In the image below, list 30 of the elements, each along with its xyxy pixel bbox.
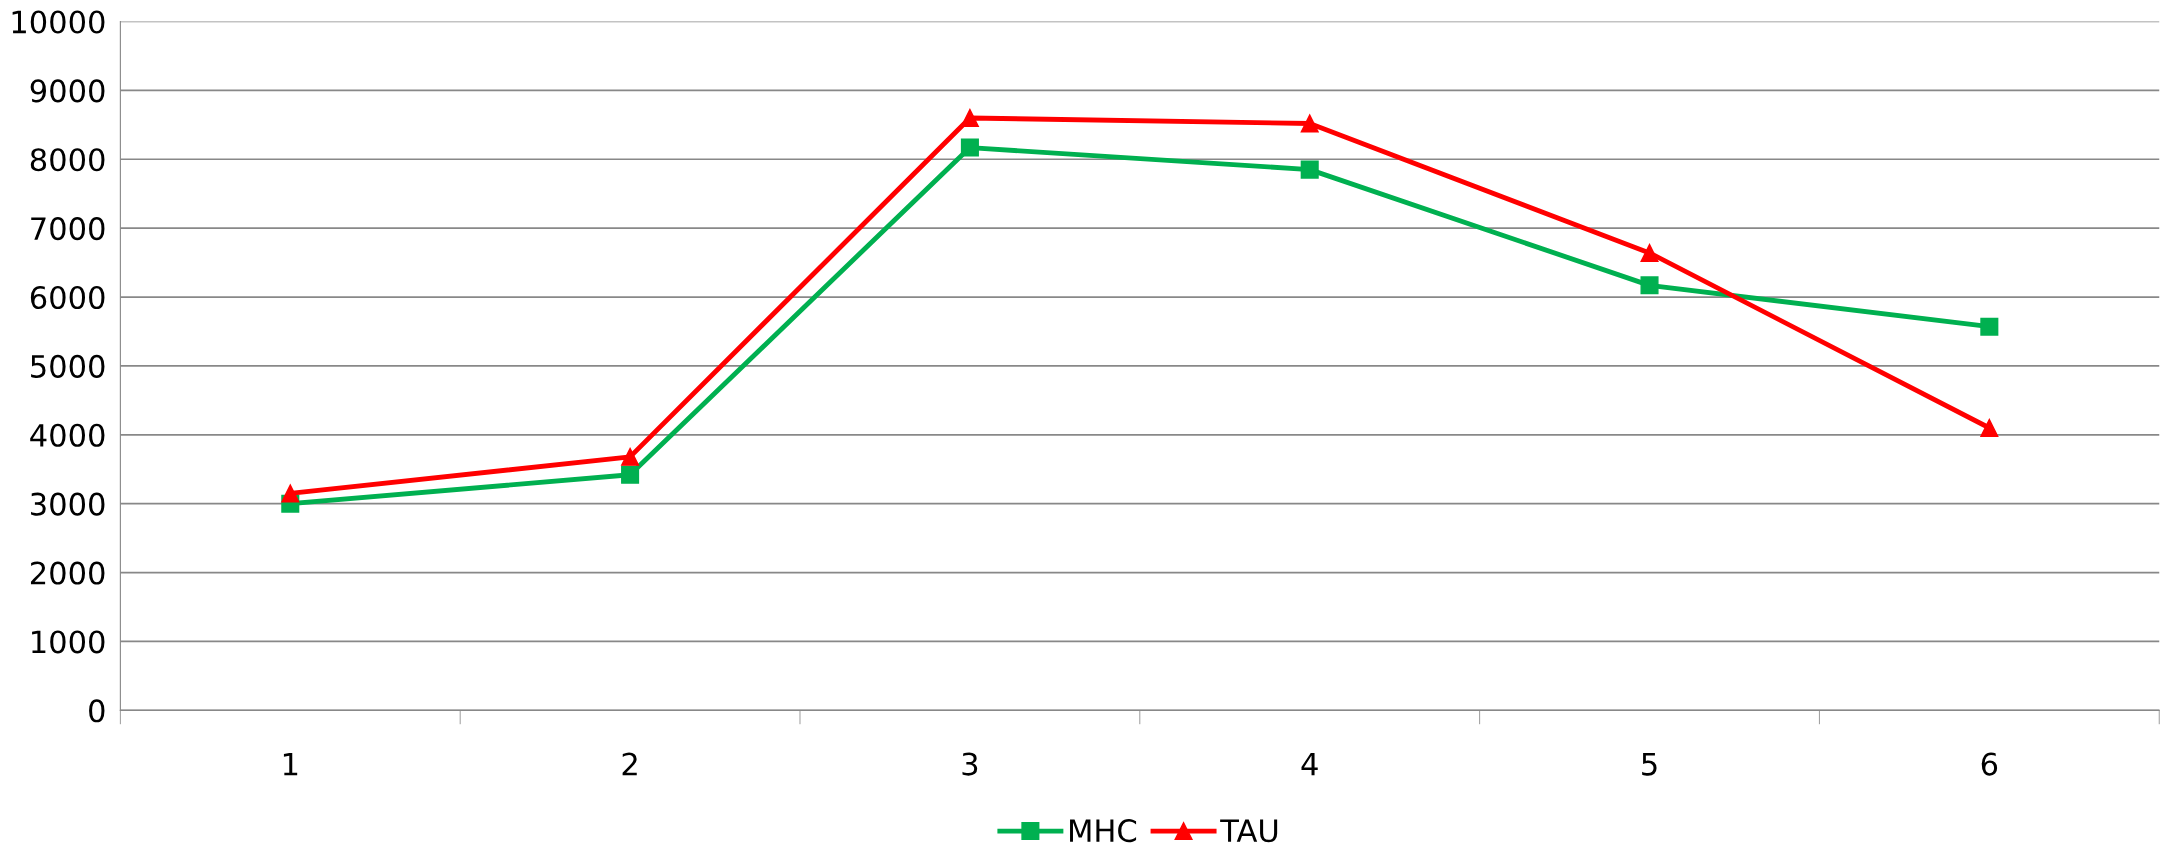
y-tick-label: 6000 bbox=[30, 285, 105, 310]
legend-label: TAU bbox=[1220, 819, 1278, 843]
y-tick-label: 5000 bbox=[31, 354, 105, 378]
point bbox=[1980, 418, 1999, 437]
y-tick-label: 10000 bbox=[12, 10, 105, 34]
y-tick-label: 9000 bbox=[30, 79, 105, 103]
y-tick-label: 1000 bbox=[32, 630, 105, 654]
point bbox=[621, 465, 640, 484]
point bbox=[1640, 276, 1659, 295]
point bbox=[1300, 114, 1319, 133]
point bbox=[621, 447, 640, 466]
point bbox=[281, 484, 300, 503]
x-tick-label: 1 bbox=[283, 752, 298, 776]
point bbox=[1640, 243, 1659, 262]
point bbox=[1300, 160, 1319, 179]
x-tick-label: 6 bbox=[1981, 752, 1998, 776]
x-tick-label: 3 bbox=[962, 752, 978, 776]
y-tick-label: 2000 bbox=[30, 561, 105, 585]
y-tick-label: 8000 bbox=[30, 148, 105, 172]
point bbox=[960, 138, 979, 157]
point bbox=[1980, 317, 1999, 336]
y-tick-label: 3000 bbox=[31, 492, 105, 516]
x-tick-label: 2 bbox=[622, 752, 637, 776]
y-tick-label: 4000 bbox=[30, 423, 105, 447]
x-tick-label: 5 bbox=[1642, 752, 1657, 776]
legend-label: MHC bbox=[1070, 819, 1137, 843]
x-tick-label: 4 bbox=[1301, 752, 1318, 776]
y-tick-label: 0 bbox=[89, 699, 105, 723]
point bbox=[960, 108, 979, 127]
y-tick-label: 7000 bbox=[31, 217, 105, 241]
